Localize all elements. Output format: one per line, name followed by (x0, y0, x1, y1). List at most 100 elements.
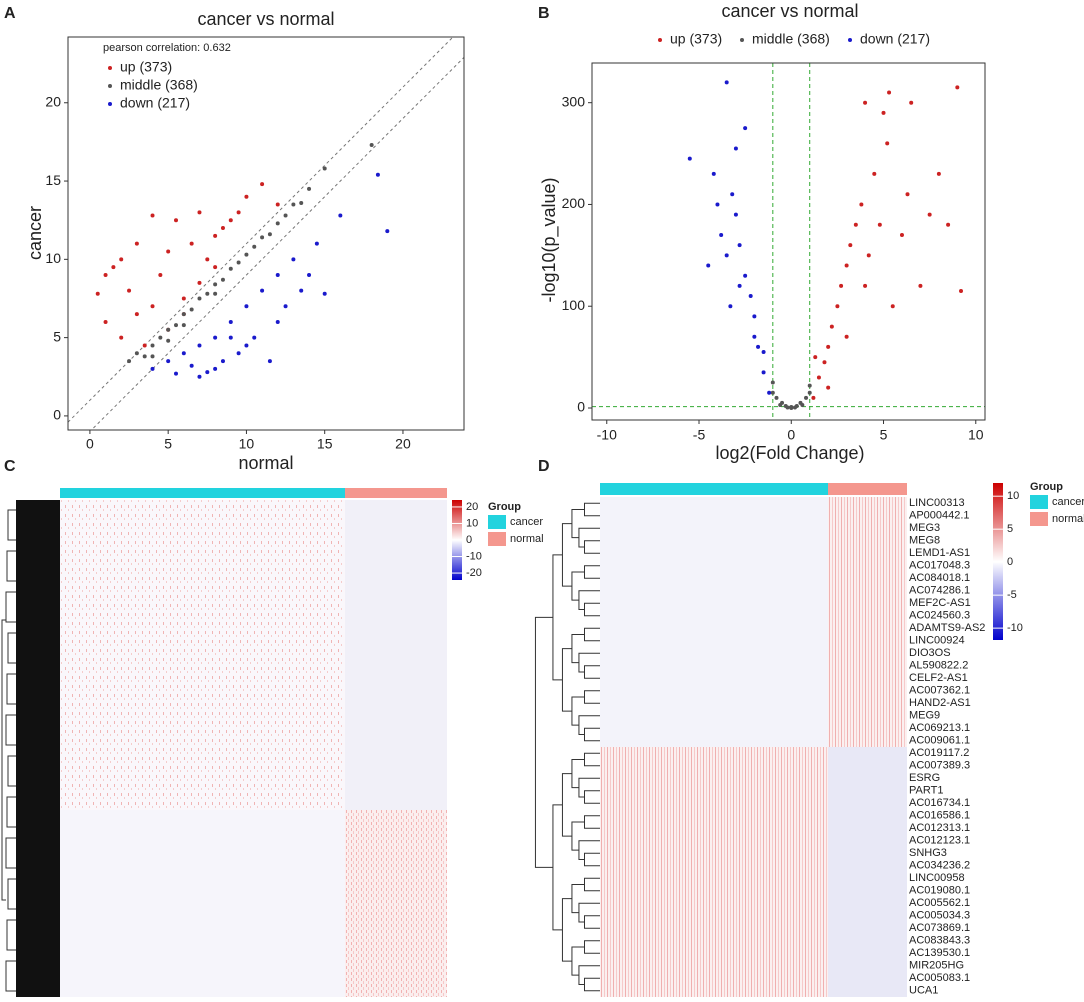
point (767, 390, 772, 395)
row-label: ESRG (909, 772, 940, 784)
point (711, 171, 716, 176)
point (743, 273, 748, 278)
y-tick-label: 300 (562, 93, 586, 109)
dendrogram (571, 884, 585, 914)
row-label: MIR205HG (909, 960, 964, 972)
dendrogram (5, 591, 16, 623)
dendrogram (578, 527, 600, 548)
point (174, 371, 178, 376)
point (236, 260, 241, 265)
heatmap-block (828, 497, 907, 747)
row-label: AL590822.2 (909, 660, 968, 672)
dendrogram (561, 898, 572, 962)
point (174, 323, 178, 328)
point (127, 359, 132, 364)
point (127, 288, 132, 293)
point (375, 172, 380, 177)
point (890, 304, 895, 309)
legend-label: up (373) (120, 59, 172, 75)
group-bar (600, 483, 828, 495)
x-tick-label: 15 (317, 436, 333, 452)
row-label: MEF2C-AS1 (909, 597, 971, 609)
dendrogram (584, 977, 600, 992)
point (181, 351, 186, 356)
x-axis-label: log2(Fold Change) (715, 443, 864, 463)
point (213, 291, 218, 296)
point (866, 253, 871, 258)
dendrogram (5, 837, 16, 869)
x-tick-label: 0 (86, 436, 94, 452)
legend-swatch (848, 38, 852, 42)
point (111, 265, 116, 270)
panel-letter: B (538, 5, 550, 22)
x-tick-label: 5 (164, 436, 172, 452)
row-label: AC007389.3 (909, 760, 970, 772)
row-label: UCA1 (909, 985, 938, 997)
point (291, 257, 296, 262)
dendrogram (571, 946, 585, 976)
group-bar (345, 488, 447, 498)
point (158, 335, 163, 340)
point (267, 232, 272, 237)
dendrogram (578, 840, 600, 860)
colorbar (993, 483, 1003, 640)
point (228, 266, 233, 271)
panel-letter: C (4, 458, 16, 475)
dendrogram (571, 759, 585, 789)
point (936, 171, 941, 176)
point (826, 385, 831, 390)
point (267, 359, 272, 364)
point (687, 156, 692, 161)
row-label: AC009061.1 (909, 735, 970, 747)
colorbar-label: 20 (466, 501, 478, 513)
point (213, 265, 218, 270)
point (719, 232, 724, 237)
point (822, 360, 827, 365)
point (737, 283, 742, 288)
point (134, 312, 139, 317)
point (299, 200, 304, 205)
colorbar-label: 10 (1007, 490, 1019, 502)
legend-swatch (740, 38, 744, 42)
point (275, 202, 280, 207)
point (848, 243, 853, 248)
heatmap-block (60, 500, 345, 810)
legend-title: Group (1030, 481, 1063, 493)
point (733, 212, 738, 217)
point (181, 312, 186, 317)
dendrogram (7, 878, 16, 910)
point (881, 110, 886, 115)
point (385, 229, 390, 234)
point (959, 288, 964, 293)
row-label: MEG9 (909, 710, 940, 722)
row-label: AC005083.1 (909, 972, 970, 984)
point (778, 402, 783, 407)
point (275, 221, 280, 226)
point (844, 334, 849, 339)
row-label: ADAMTS9-AS2 (909, 622, 985, 634)
row-label: AC084018.1 (909, 572, 970, 584)
panel-letter: A (4, 5, 16, 22)
point (829, 324, 834, 329)
plot-area (592, 63, 985, 420)
legend-swatch (658, 38, 662, 42)
dendrogram (584, 602, 600, 617)
point (885, 141, 890, 146)
dendrogram (584, 540, 600, 554)
point (887, 90, 892, 95)
point (839, 283, 844, 288)
heatmap-block (345, 500, 447, 810)
point (275, 272, 280, 277)
chart-title: cancer vs normal (197, 9, 334, 29)
point (189, 363, 194, 368)
y-axis-label: -log10(p_value) (539, 177, 560, 302)
row-label: AC012313.1 (909, 822, 970, 834)
point (853, 222, 858, 227)
dendrogram (7, 509, 16, 541)
point (166, 338, 171, 343)
point (166, 359, 171, 364)
row-label: AC083843.3 (909, 935, 970, 947)
point (220, 359, 225, 364)
point (95, 291, 100, 296)
point (748, 294, 753, 299)
